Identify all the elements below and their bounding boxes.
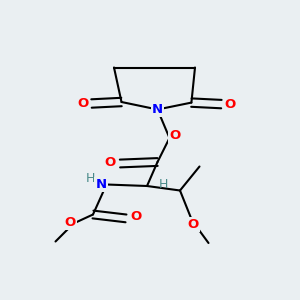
Text: H: H	[159, 178, 168, 191]
Text: N: N	[152, 103, 163, 116]
Text: O: O	[105, 155, 116, 169]
Text: O: O	[130, 210, 141, 224]
Text: O: O	[225, 98, 236, 111]
Text: N: N	[95, 178, 107, 191]
Text: O: O	[64, 215, 76, 229]
Text: O: O	[188, 218, 199, 231]
Text: O: O	[77, 97, 88, 110]
Text: O: O	[169, 129, 181, 142]
Text: H: H	[85, 172, 95, 185]
